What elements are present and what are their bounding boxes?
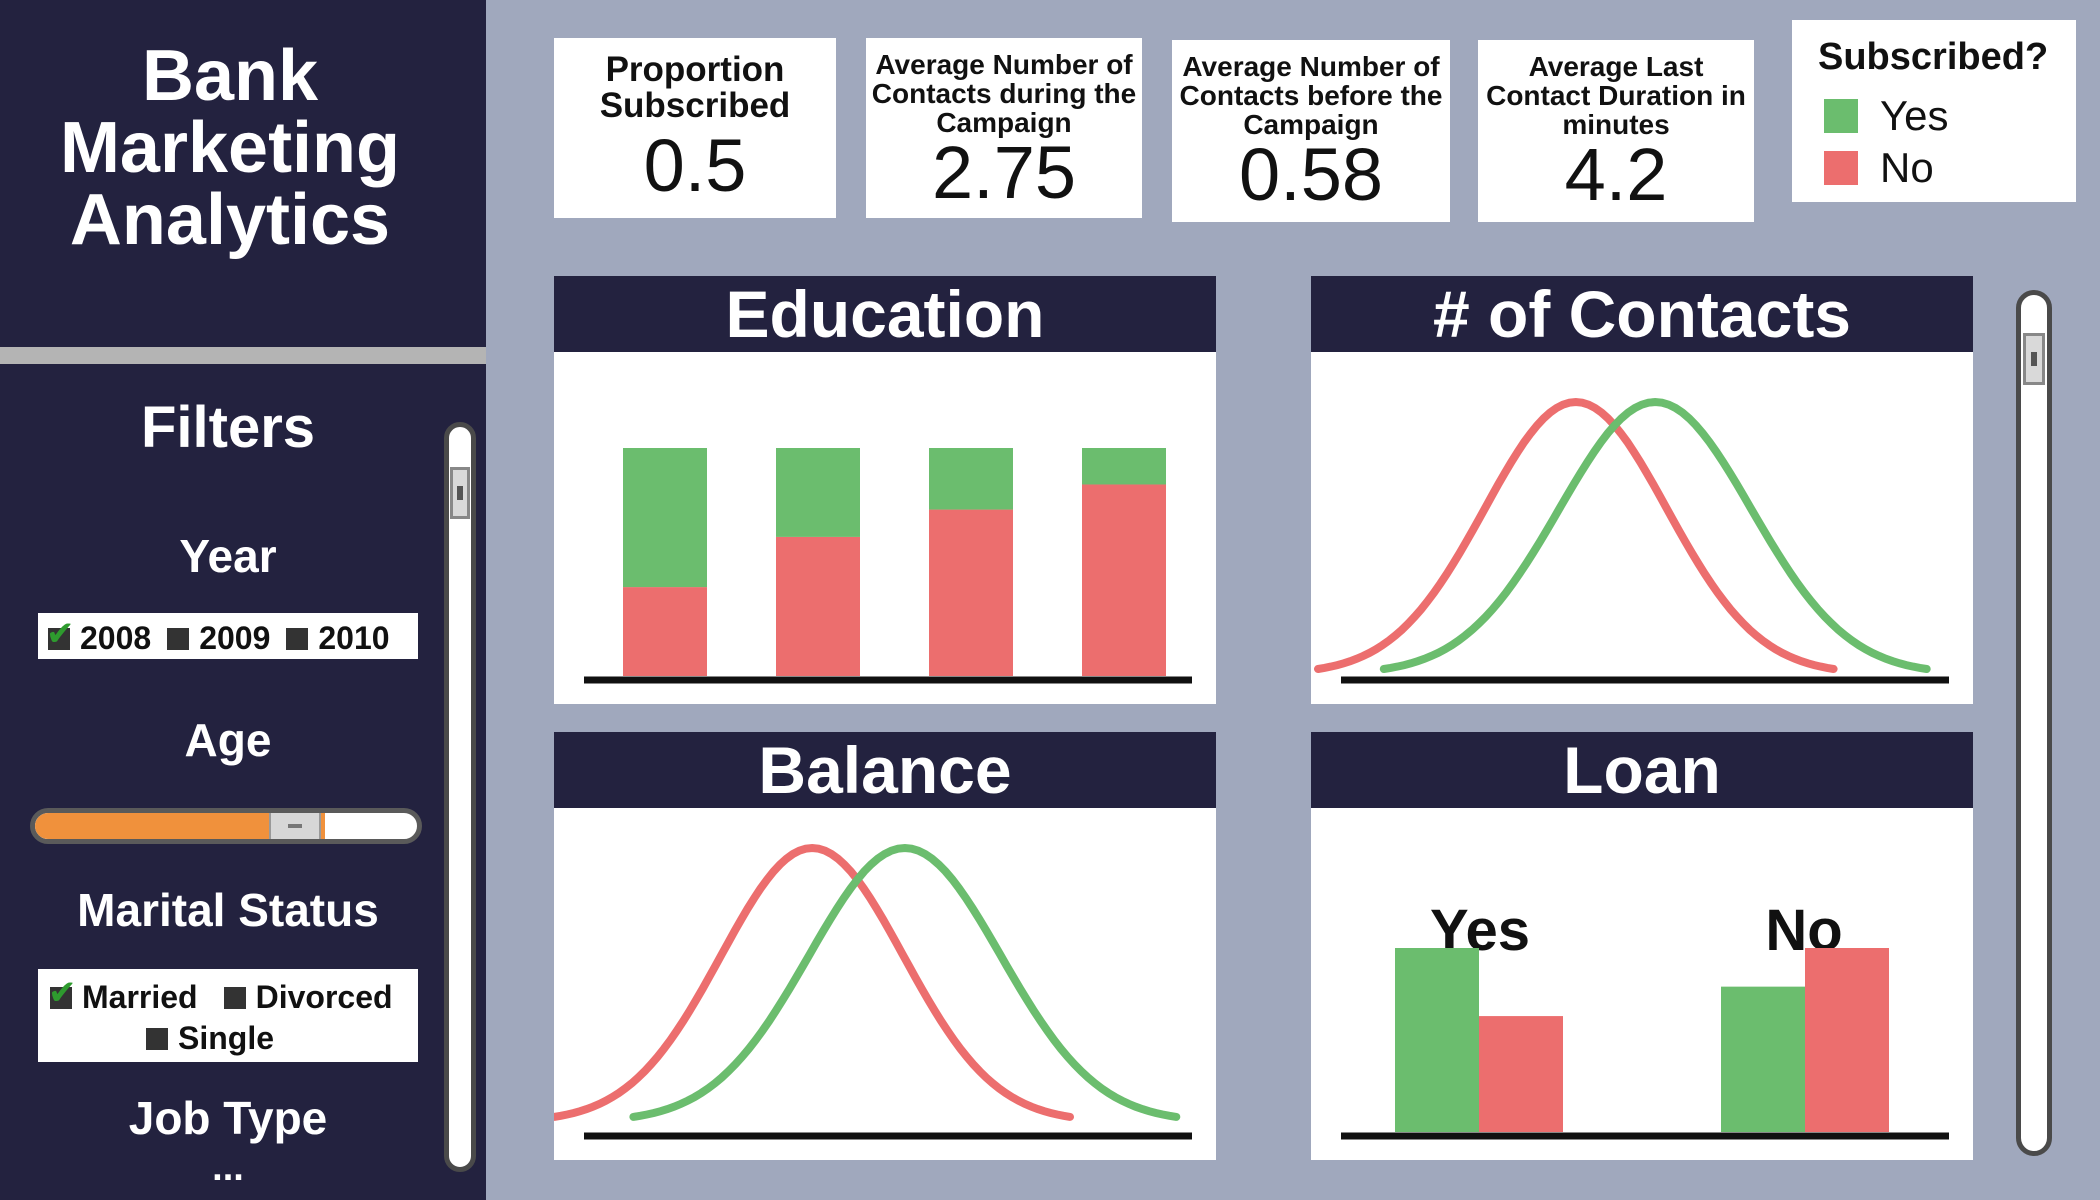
legend-swatch-no bbox=[1824, 151, 1858, 185]
loan-bar-no bbox=[1479, 1016, 1563, 1132]
legend-label-no: No bbox=[1880, 144, 1934, 191]
balance-curve-no bbox=[554, 843, 1074, 1121]
married-label: Married bbox=[82, 979, 198, 1015]
subscribed-legend: Subscribed? Yes No bbox=[1792, 20, 2076, 202]
contacts-title: # of Contacts bbox=[1311, 276, 1973, 352]
age-slider[interactable] bbox=[30, 808, 422, 844]
year-2010-label: 2010 bbox=[318, 620, 390, 656]
balance-chart bbox=[554, 843, 1192, 1140]
kpi-value: 4.2 bbox=[1564, 133, 1668, 216]
more-filters-ellipsis: ... bbox=[212, 1147, 244, 1189]
kpi-value: 0.5 bbox=[643, 124, 747, 207]
year-2009-checkbox[interactable] bbox=[167, 627, 190, 650]
marital-status-filter-label: Marital Status bbox=[77, 884, 379, 936]
kpi-avg-contact-duration: Average Last Contact Duration in minutes… bbox=[1478, 40, 1754, 222]
filters-scrollbar[interactable] bbox=[444, 422, 476, 1172]
legend-item-no: No bbox=[1824, 144, 1934, 192]
job-type-filter-label: Job Type bbox=[128, 1092, 328, 1144]
divorced-checkbox[interactable] bbox=[223, 986, 246, 1009]
loan-bar-yes bbox=[1721, 986, 1805, 1132]
marital-status-filter: Married Divorced Single bbox=[38, 969, 418, 1062]
divorced-label: Divorced bbox=[255, 979, 393, 1015]
loan-chart: Yes No bbox=[1341, 898, 1949, 1140]
kpi-label: Proportion Subscribed bbox=[599, 50, 791, 125]
kpi-label: Average Number of Contacts during the Ca… bbox=[871, 49, 1137, 138]
kpi-avg-contacts-during: Average Number of Contacts during the Ca… bbox=[866, 38, 1142, 218]
kpi-value: 0.58 bbox=[1238, 133, 1384, 216]
age-slider-handle[interactable] bbox=[269, 813, 322, 839]
education-bar-yes bbox=[929, 448, 1013, 510]
loan-bar-yes bbox=[1395, 948, 1479, 1132]
single-label: Single bbox=[178, 1020, 275, 1056]
education-title: Education bbox=[554, 276, 1216, 352]
loan-bar-no bbox=[1805, 948, 1889, 1132]
kpi-label: Average Number of Contacts before the Ca… bbox=[1179, 51, 1443, 140]
education-bar-yes bbox=[776, 448, 860, 537]
loan-panel: Loan Yes No bbox=[1311, 732, 1973, 1160]
contacts-panel: # of Contacts bbox=[1311, 276, 1973, 704]
legend-label-yes: Yes bbox=[1880, 92, 1949, 139]
filters-scrollbar-thumb[interactable] bbox=[450, 467, 470, 519]
year-2010-checkbox[interactable] bbox=[286, 627, 309, 650]
education-bar-yes bbox=[1082, 448, 1166, 485]
main-scrollbar-thumb[interactable] bbox=[2023, 333, 2045, 385]
education-chart bbox=[584, 448, 1192, 684]
education-panel: Education bbox=[554, 276, 1216, 704]
single-checkbox[interactable] bbox=[146, 1027, 168, 1050]
contacts-curve-no bbox=[1314, 397, 1838, 673]
education-bar-no bbox=[623, 587, 707, 676]
contacts-curve-yes bbox=[1379, 397, 1931, 673]
kpi-value: 2.75 bbox=[931, 131, 1077, 214]
filters-panel bbox=[0, 364, 486, 1200]
year-2009-label: 2009 bbox=[199, 620, 271, 656]
legend-item-yes: Yes bbox=[1824, 92, 1949, 140]
balance-panel: Balance bbox=[554, 732, 1216, 1160]
main-scrollbar[interactable] bbox=[2016, 290, 2052, 1156]
contacts-chart bbox=[1314, 397, 1949, 684]
kpi-avg-contacts-before: Average Number of Contacts before the Ca… bbox=[1172, 40, 1450, 222]
year-filter: 2008 2009 2010 bbox=[38, 613, 418, 659]
education-bar-yes bbox=[623, 448, 707, 588]
year-2008-label: 2008 bbox=[80, 620, 152, 656]
kpi-proportion-subscribed: Proportion Subscribed 0.5 bbox=[554, 38, 836, 218]
kpi-label: Average Last Contact Duration in minutes bbox=[1486, 51, 1746, 140]
education-bar-no bbox=[929, 509, 1013, 676]
balance-curve-yes bbox=[629, 843, 1181, 1121]
sidebar-divider bbox=[0, 347, 486, 364]
app-title: Bank Marketing Analytics bbox=[59, 36, 401, 260]
married-checkbox[interactable] bbox=[48, 973, 77, 1013]
education-bar-no bbox=[776, 536, 860, 676]
filters-heading: Filters bbox=[140, 395, 316, 460]
year-2008-checkbox[interactable] bbox=[46, 614, 75, 654]
year-filter-label: Year bbox=[179, 530, 277, 582]
education-bar-no bbox=[1082, 484, 1166, 676]
loan-title: Loan bbox=[1311, 732, 1973, 808]
legend-swatch-yes bbox=[1824, 99, 1858, 133]
sidebar-header: Bank Marketing Analytics bbox=[0, 0, 486, 347]
age-filter-label: Age bbox=[184, 714, 272, 766]
balance-title: Balance bbox=[554, 732, 1216, 808]
legend-title: Subscribed? bbox=[1818, 36, 2049, 78]
